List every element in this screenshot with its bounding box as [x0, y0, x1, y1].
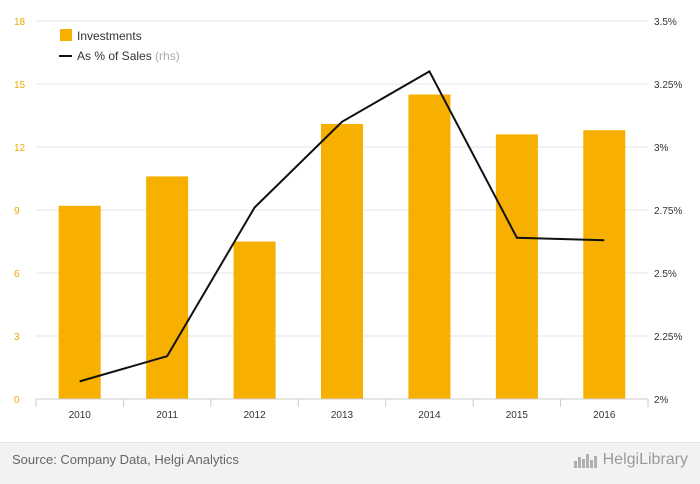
x-tick-label: 2012	[243, 410, 266, 421]
x-tick-label: 2010	[69, 410, 92, 421]
y-left-tick-label: 12	[14, 143, 26, 154]
y-left-tick-label: 3	[14, 332, 20, 343]
y-right-tick-label: 2.5%	[654, 269, 677, 280]
legend: Investments As % of Sales (rhs)	[59, 29, 180, 63]
investment-bar	[321, 123, 363, 400]
legend-pct-sales-text: As % of Sales	[77, 49, 152, 63]
y-left-tick-label: 15	[14, 80, 26, 91]
legend-pct-sales-label: As % of Sales (rhs)	[77, 49, 180, 63]
legend-rhs-note: (rhs)	[155, 49, 180, 63]
legend-investments-swatch	[60, 29, 72, 41]
x-tick-label: 2011	[156, 410, 178, 421]
investment-bar	[58, 205, 101, 399]
investment-bar	[583, 130, 626, 399]
x-tick-label: 2013	[331, 410, 354, 421]
y-right-tick-label: 3%	[654, 143, 669, 154]
y-right-tick-label: 2%	[654, 395, 669, 406]
investment-bar	[146, 176, 189, 399]
footer: Source: Company Data, Helgi Analytics He…	[0, 442, 700, 484]
y-left-tick-label: 18	[14, 17, 26, 28]
x-tick-label: 2014	[418, 410, 441, 421]
investment-bar	[408, 94, 451, 399]
legend-investments-label: Investments	[77, 29, 142, 43]
brand-logo: HelgiLibrary	[573, 451, 688, 469]
pct-sales-polyline	[79, 70, 605, 383]
investment-bar	[495, 134, 538, 399]
axes: 0 2% 3 2.25% 6 2.5% 9 2.75% 12 3% 15 3.25% 18 3.5% 201…	[14, 17, 682, 421]
source-text: Source: Company Data, Helgi Analytics	[12, 452, 239, 467]
y-right-tick-label: 3.25%	[654, 80, 682, 91]
brand-name: HelgiLibrary	[602, 451, 688, 468]
y-right-tick-label: 3.5%	[654, 17, 677, 28]
y-right-tick-label: 2.75%	[654, 206, 682, 217]
y-left-tick-label: 9	[14, 206, 20, 217]
pct-sales-line	[79, 70, 605, 383]
y-left-tick-label: 0	[14, 395, 20, 406]
investment-bar	[233, 241, 276, 399]
y-right-tick-label: 2.25%	[654, 332, 682, 343]
library-icon	[573, 454, 597, 468]
investment-bars	[58, 94, 626, 400]
x-tick-label: 2015	[506, 410, 529, 421]
y-left-tick-label: 6	[14, 269, 20, 280]
x-tick-label: 2016	[593, 410, 616, 421]
combo-chart: 0 2% 3 2.25% 6 2.5% 9 2.75% 12 3% 15 3.25% 18 3.5% 201…	[14, 17, 682, 421]
